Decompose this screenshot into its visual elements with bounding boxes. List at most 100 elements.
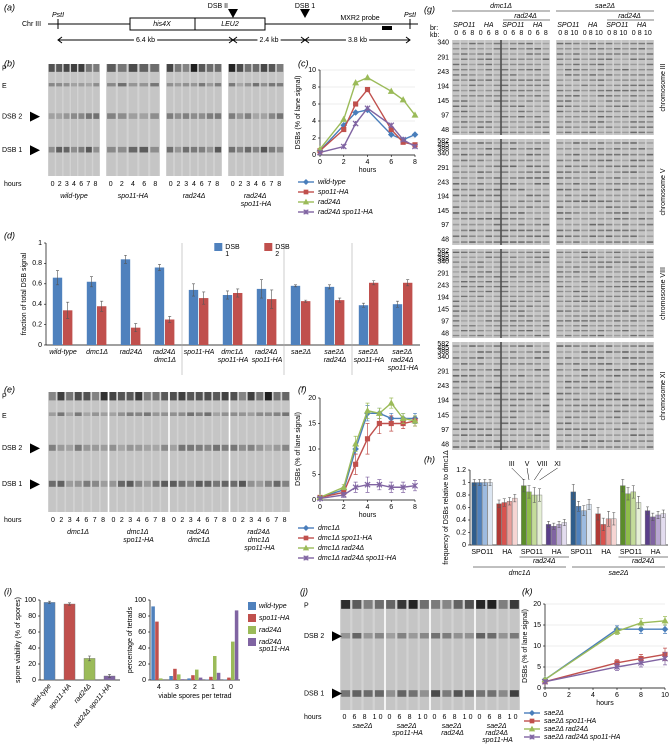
gel-band [542, 357, 550, 359]
point [364, 105, 371, 112]
gel-band [469, 410, 476, 413]
error-bar [88, 655, 92, 662]
gel-band [638, 315, 646, 317]
gel-band [605, 217, 613, 220]
error-bar [513, 494, 517, 503]
gel-band [613, 148, 621, 150]
gel-band [556, 310, 564, 312]
gel-band [622, 357, 629, 359]
ladder-label: 97 [441, 427, 449, 434]
gel-band [573, 281, 580, 283]
gel-band [573, 177, 580, 179]
gel-band [646, 95, 654, 97]
gel-band [589, 89, 597, 92]
gel-band [556, 357, 564, 359]
gel-band [476, 600, 486, 609]
gel-band [605, 295, 613, 298]
gel-lane [526, 342, 533, 450]
gel-band [605, 434, 613, 436]
gel-band [268, 113, 276, 119]
gel-lane [469, 249, 476, 338]
text-line: spo11-HA [392, 730, 423, 737]
gel-band [581, 95, 588, 97]
gel-band [501, 325, 509, 327]
gel-band [581, 374, 588, 377]
gel-band [518, 363, 525, 365]
gel-band [273, 392, 281, 401]
gel-band [485, 200, 493, 203]
gel-band [526, 374, 533, 377]
gel-band [573, 416, 580, 419]
gel-lane [152, 392, 160, 512]
gel-band [556, 380, 564, 383]
gel-band [204, 392, 212, 401]
legend-marker [528, 709, 536, 717]
gel-band [646, 329, 654, 332]
gel-band [646, 369, 654, 371]
gel-band [622, 177, 629, 179]
x-tick-label: HA [601, 549, 611, 556]
gel-band [622, 363, 629, 365]
gel-lane [534, 139, 542, 245]
gel-band [605, 74, 613, 76]
gel-band [564, 142, 572, 144]
gel-band [493, 48, 501, 50]
gel-band [556, 194, 564, 197]
gel-band [534, 241, 542, 243]
gel-band [581, 206, 588, 208]
y-axis-label: DSBs (% of lane signal) [295, 412, 302, 486]
gel-band [622, 351, 629, 353]
gel-band [556, 416, 564, 419]
gel-lane [509, 342, 517, 450]
gel-band [477, 310, 484, 312]
gel-band [477, 131, 484, 134]
gel-band [581, 153, 588, 156]
gel-band [581, 142, 588, 144]
gel-band [100, 444, 108, 451]
gel-band [622, 58, 629, 60]
gel-lane [556, 249, 564, 338]
point [399, 96, 407, 103]
gel-band [477, 345, 484, 347]
gel-band [469, 110, 476, 113]
gel-band [452, 153, 460, 156]
gel-band [605, 100, 613, 102]
gel-band [276, 146, 284, 153]
gel-band [630, 434, 637, 436]
error-bar [571, 484, 575, 500]
gel-lane [542, 139, 550, 245]
gel-band [518, 116, 525, 118]
gel-band [589, 256, 597, 258]
gel-band [518, 285, 525, 288]
gel-band [573, 58, 580, 60]
gel-band [573, 285, 580, 288]
gel-band [526, 223, 533, 226]
point [340, 491, 347, 498]
gel-band [452, 398, 460, 401]
gel-band [452, 374, 460, 377]
gel-band [469, 261, 476, 263]
gel-band [501, 315, 509, 317]
gel-band [630, 121, 637, 123]
gel-band [589, 110, 597, 113]
gel-band [573, 100, 580, 102]
gel-row-label: P [2, 65, 7, 72]
gel-band [74, 392, 82, 401]
gel-band [542, 410, 550, 413]
gel-band [630, 295, 637, 298]
gel-band [605, 53, 613, 55]
gel-band [646, 159, 654, 162]
gel-band [493, 200, 501, 203]
error-bar [626, 487, 630, 501]
gel-band [92, 392, 99, 401]
gel-lane [228, 64, 236, 176]
gel-band [526, 217, 533, 220]
gel-band [556, 446, 564, 448]
gel-band [57, 412, 65, 416]
gel-band [374, 690, 384, 697]
gel-band [581, 380, 588, 383]
gel-band [493, 440, 501, 442]
gel-band [442, 600, 452, 609]
gel-band [452, 171, 460, 173]
gel-band [605, 251, 613, 254]
